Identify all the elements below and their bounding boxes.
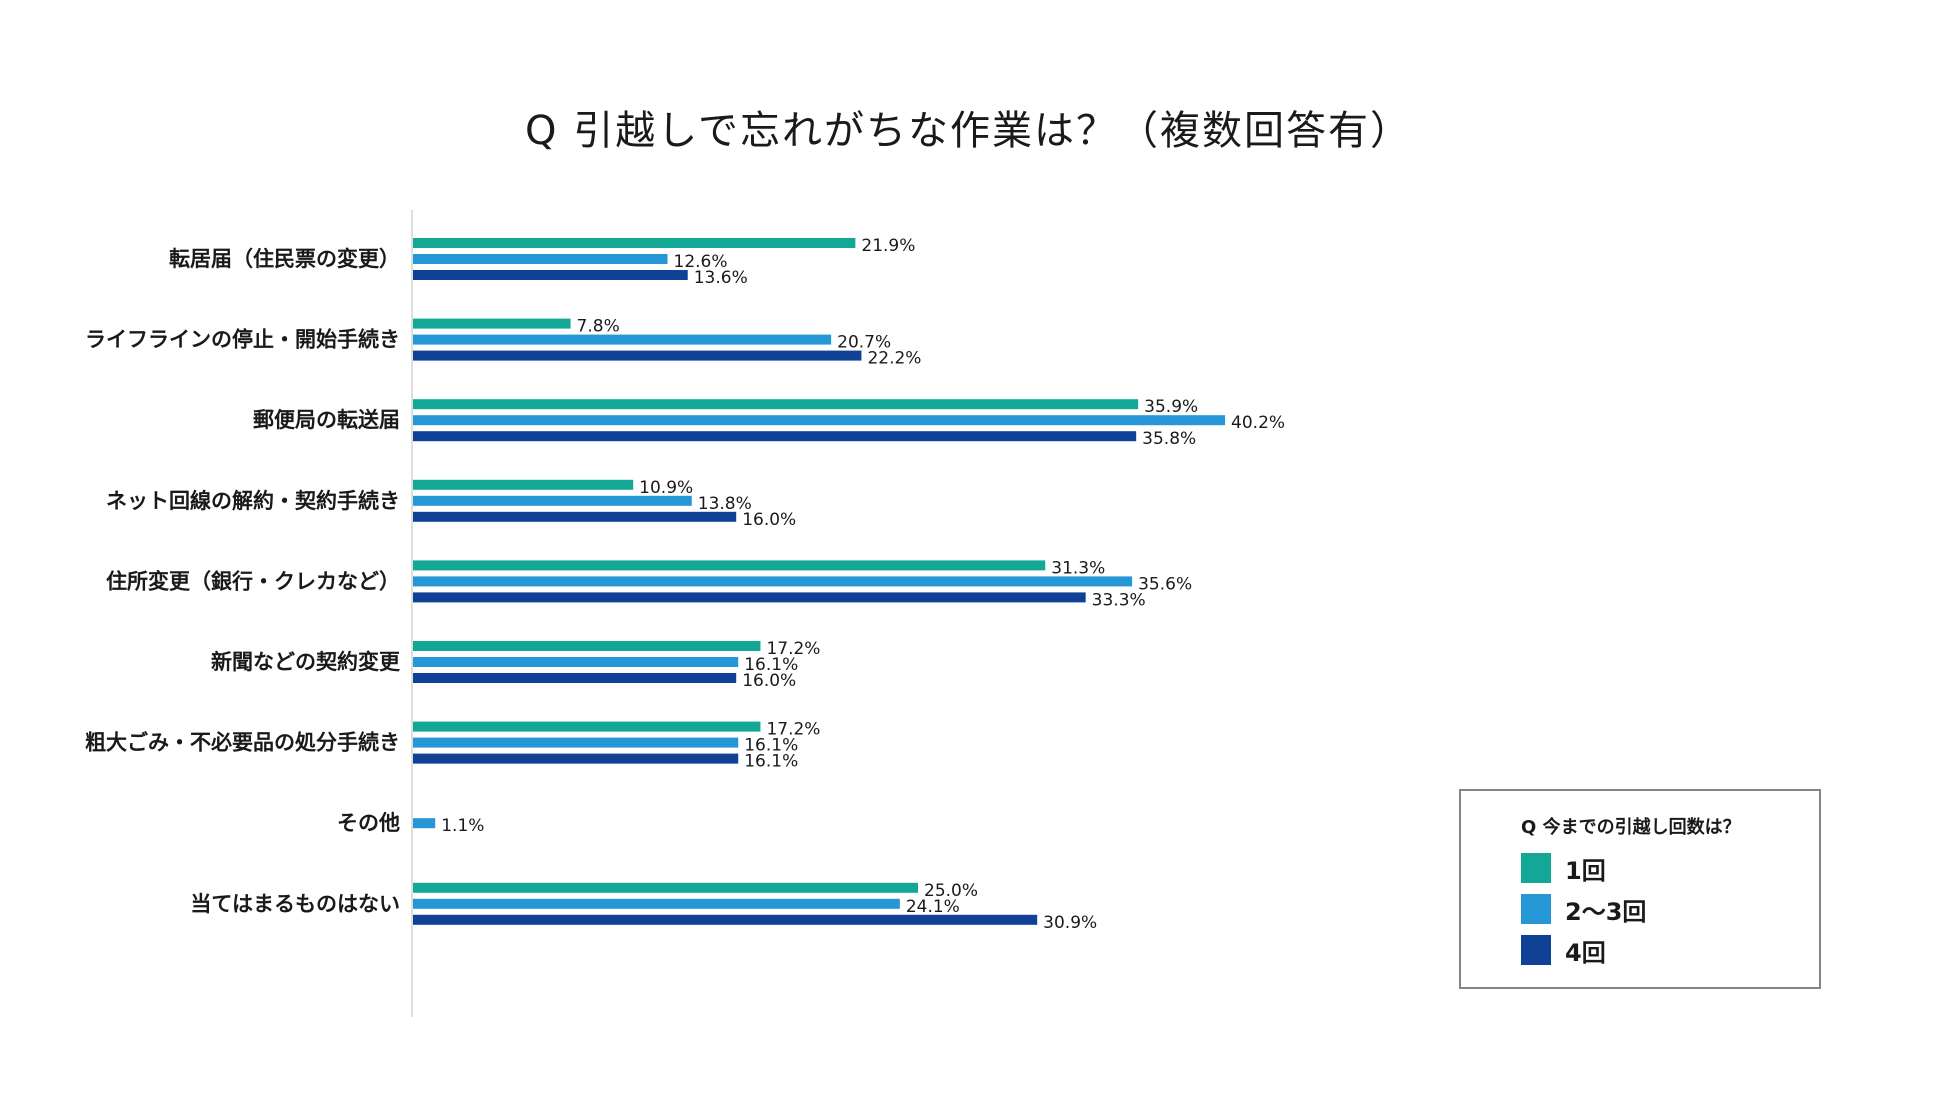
data-label: 16.1% — [744, 752, 798, 772]
category-label: 粗大ごみ・不必要品の処分手続き — [85, 731, 400, 755]
data-label: 20.7% — [837, 333, 891, 353]
data-label: 22.2% — [867, 349, 921, 369]
bar-series-1 — [413, 318, 571, 329]
bar-series-1 — [413, 479, 634, 490]
legend-label-2: 2〜3回 — [1565, 897, 1647, 926]
data-label: 16.0% — [742, 510, 796, 530]
category-label: 新聞などの契約変更 — [211, 650, 401, 674]
bar-series-1 — [413, 641, 761, 651]
bar-series-3 — [413, 592, 1086, 603]
bar-series-3 — [413, 753, 739, 764]
bar-series-2 — [413, 737, 739, 748]
data-label: 21.9% — [861, 236, 915, 256]
bar-series-2 — [413, 818, 436, 829]
chart-title: Q 引越しで忘れがちな作業は？（複数回答有） — [525, 108, 1412, 154]
legend-item-3: 4回 — [1521, 935, 1606, 967]
bar-series-1 — [413, 560, 1046, 571]
legend: Q 今までの引越し回数は？ 1回 2〜3回 4回 — [1459, 789, 1821, 989]
data-label: 17.2% — [766, 639, 820, 659]
data-label: 40.2% — [1231, 413, 1285, 433]
bar-series-2 — [413, 254, 668, 264]
legend-swatch-3 — [1521, 935, 1551, 965]
legend-label-3: 4回 — [1565, 938, 1606, 967]
data-label: 35.6% — [1138, 574, 1192, 594]
bar-series-3 — [413, 270, 688, 280]
category-label: 住所変更（銀行・クレカなど） — [106, 569, 400, 593]
bar-series-1 — [413, 399, 1139, 410]
bar-series-2 — [413, 334, 832, 345]
data-label: 13.6% — [694, 268, 748, 288]
data-label: 30.9% — [1043, 913, 1097, 933]
bar-series-2 — [413, 576, 1133, 587]
category-label: ネット回線の解約・契約手続き — [106, 489, 400, 513]
bar-series-1 — [413, 238, 856, 248]
legend-swatch-1 — [1521, 853, 1551, 883]
data-label: 1.1% — [441, 816, 484, 836]
data-label: 25.0% — [924, 881, 978, 901]
data-label: 35.8% — [1142, 429, 1196, 449]
data-label: 16.0% — [742, 671, 796, 691]
bar-series-1 — [413, 882, 918, 893]
legend-swatch-2 — [1521, 894, 1551, 924]
data-label: 12.6% — [674, 252, 728, 272]
legend-label-1: 1回 — [1565, 856, 1606, 885]
data-label: 10.9% — [639, 478, 693, 498]
data-label: 31.3% — [1051, 558, 1105, 578]
bar-series-3 — [413, 350, 862, 361]
legend-item-1: 1回 — [1521, 853, 1606, 885]
category-label: 転居届（住民票の変更） — [169, 247, 400, 271]
data-label: 17.2% — [766, 720, 820, 740]
bar-series-3 — [413, 431, 1137, 442]
bar-series-3 — [413, 511, 737, 522]
category-label: 当てはまるものはない — [190, 892, 400, 916]
category-label: 郵便局の転送届 — [253, 408, 400, 432]
bar-series-2 — [413, 898, 900, 909]
bar-series-3 — [413, 914, 1038, 925]
legend-item-2: 2〜3回 — [1521, 894, 1647, 926]
category-label: ライフラインの停止・開始手続き — [85, 328, 400, 352]
data-label: 13.8% — [698, 494, 752, 514]
bar-series-2 — [413, 415, 1226, 426]
bar-series-1 — [413, 721, 761, 732]
bar-series-3 — [413, 673, 737, 683]
category-label: その他 — [337, 811, 400, 835]
data-label: 33.3% — [1092, 590, 1146, 610]
data-label: 16.1% — [744, 736, 798, 756]
bar-series-2 — [413, 657, 739, 667]
bar-series-2 — [413, 495, 692, 506]
data-label: 16.1% — [744, 655, 798, 675]
data-label: 7.8% — [577, 317, 620, 337]
data-label: 24.1% — [906, 897, 960, 917]
data-label: 35.9% — [1144, 397, 1198, 417]
legend-title: Q 今までの引越し回数は？ — [1521, 817, 1741, 838]
